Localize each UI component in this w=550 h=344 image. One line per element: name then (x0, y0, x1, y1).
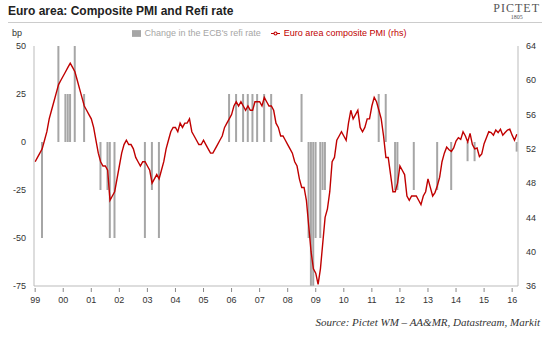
svg-text:09: 09 (311, 295, 321, 305)
svg-text:36: 36 (526, 281, 536, 291)
html-text:PICTET: PICTET (493, 1, 540, 15)
svg-text:64: 64 (526, 41, 536, 51)
svg-text:13: 13 (423, 295, 433, 305)
html-text:Euro area composite PMI (rhs): Euro area composite PMI (rhs) (283, 28, 407, 38)
svg-text:0: 0 (21, 137, 26, 147)
svg-text:50: 50 (16, 41, 26, 51)
svg-text:12: 12 (395, 295, 405, 305)
svg-text:01: 01 (86, 295, 96, 305)
svg-text:-50: -50 (13, 233, 26, 243)
svg-text:40: 40 (526, 247, 536, 257)
svg-text:44: 44 (526, 213, 536, 223)
svg-text:60: 60 (526, 75, 536, 85)
html-text:1805: 1805 (510, 14, 523, 20)
svg-text:02: 02 (114, 295, 124, 305)
html-text:Change in the ECB's refi rate: Change in the ECB's refi rate (144, 28, 261, 38)
svg-text:11: 11 (367, 295, 376, 305)
svg-text:99: 99 (30, 295, 40, 305)
html-text:Source: Pictet WM – AA&MR, Dat: Source: Pictet WM – AA&MR, Datastream, M… (315, 316, 540, 328)
html-text:Euro area: Composite PMI and R: Euro area: Composite PMI and Refi rate (8, 4, 234, 18)
svg-text:03: 03 (142, 295, 152, 305)
svg-text:07: 07 (255, 295, 265, 305)
svg-text:52: 52 (526, 144, 536, 154)
svg-text:-25: -25 (13, 185, 26, 195)
svg-text:56: 56 (526, 110, 536, 120)
html-text:bp: bp (12, 28, 22, 38)
svg-text:16: 16 (507, 295, 517, 305)
svg-text:14: 14 (451, 295, 461, 305)
svg-text:06: 06 (227, 295, 237, 305)
svg-text:15: 15 (479, 295, 489, 305)
svg-text:04: 04 (170, 295, 180, 305)
svg-text:48: 48 (526, 178, 536, 188)
svg-text:25: 25 (16, 89, 26, 99)
svg-text:00: 00 (58, 295, 68, 305)
svg-text:-75: -75 (13, 281, 26, 291)
svg-text:05: 05 (199, 295, 209, 305)
svg-text:08: 08 (283, 295, 293, 305)
svg-text:10: 10 (339, 295, 349, 305)
